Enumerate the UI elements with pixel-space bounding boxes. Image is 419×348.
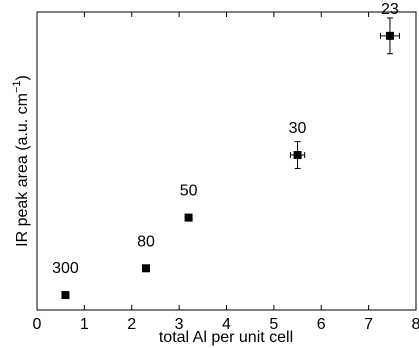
x-tick-label: 3 [175,316,184,333]
y-axis-title-main: IR peak area (a.u. cm [14,93,31,247]
data-point-marker [293,151,302,160]
x-axis-title: total Al per unit cell [159,329,293,346]
data-point-marker [141,264,150,273]
y-axis-title-superscript: −1 [11,80,23,93]
x-tick-label: 7 [364,316,373,333]
data-point-label: 30 [289,120,307,137]
data-point-marker [61,291,70,300]
x-tick-label: 1 [80,316,89,333]
y-axis-title: IR peak area (a.u. cm−1) [11,75,31,247]
data-points: 300 80 50 30 23 [52,1,400,300]
data-point-label: 80 [137,233,155,250]
x-tick-label: 0 [33,316,42,333]
plot-frame [36,11,417,311]
x-tick-label: 2 [127,316,136,333]
x-tick-label: 5 [269,316,278,333]
x-tick-label: 4 [222,316,231,333]
data-point-label: 50 [180,183,198,200]
x-tick-label: 6 [317,316,326,333]
x-axis-ticks: 0 1 2 3 4 5 6 7 8 [33,12,419,333]
data-point-label: 300 [52,260,79,277]
x-tick-label: 8 [412,316,419,333]
data-point-marker [385,31,394,40]
data-point-marker [184,213,193,222]
data-point-label: 23 [381,1,399,18]
y-axis-title-close: ) [14,75,31,80]
